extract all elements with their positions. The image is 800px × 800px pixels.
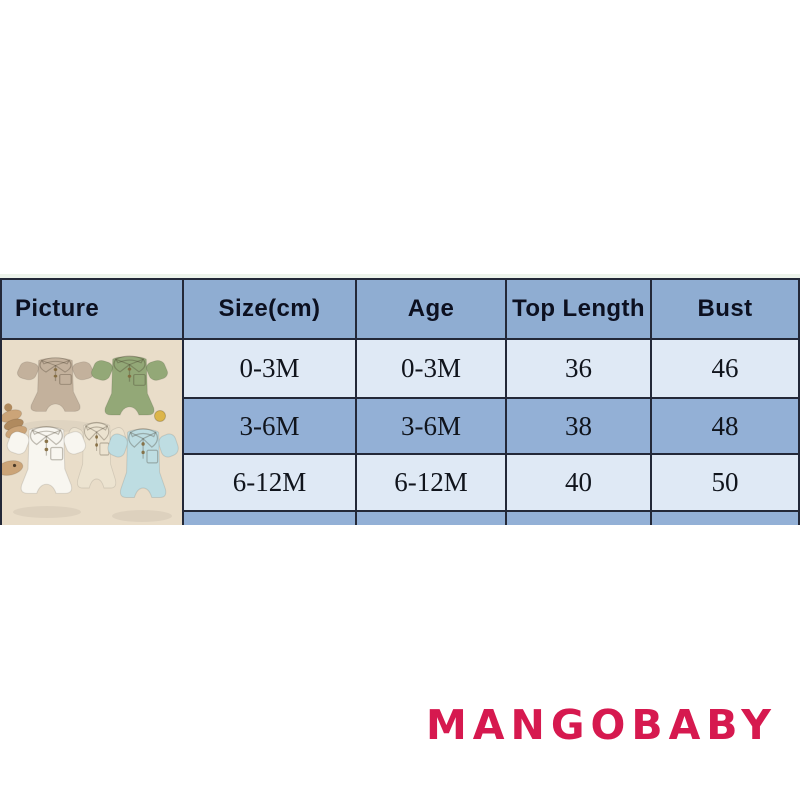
cell-top-length-row2: 38 <box>507 399 650 453</box>
shadow <box>112 510 172 522</box>
gold-ball-toy <box>154 410 166 422</box>
brand-logo: MANGOBABY <box>425 701 777 749</box>
shadow <box>13 506 81 518</box>
header-cell-picture: Picture <box>2 280 182 338</box>
cell-bust-row2: 48 <box>652 399 798 453</box>
partial-row-cell <box>184 512 355 525</box>
romper-green <box>90 355 169 416</box>
cell-size-row2: 3-6M <box>184 399 355 453</box>
header-cell-size: Size(cm) <box>184 280 355 338</box>
size-table: Picture Size(cm) Age Top Length Bust <box>0 278 800 525</box>
cell-age-row2: 3-6M <box>357 399 505 453</box>
cell-age-row3: 6-12M <box>357 455 505 510</box>
cell-top-length-row3: 40 <box>507 455 650 510</box>
table-top-strip <box>0 274 800 278</box>
cell-age-row1: 0-3M <box>357 340 505 397</box>
partial-row-cell <box>507 512 650 525</box>
cell-size-row3: 6-12M <box>184 455 355 510</box>
romper-blue <box>107 428 179 499</box>
header-cell-bust: Bust <box>652 280 798 338</box>
header-cell-top-length: Top Length <box>507 280 650 338</box>
cell-bust-row1: 46 <box>652 340 798 397</box>
partial-row-cell <box>652 512 798 525</box>
wooden-fish-toy <box>2 460 24 476</box>
romper-tan <box>16 357 95 412</box>
romper-white <box>6 425 87 494</box>
product-photo-cell <box>2 340 182 525</box>
partial-row-cell <box>357 512 505 525</box>
cell-size-row1: 0-3M <box>184 340 355 397</box>
header-cell-age: Age <box>357 280 505 338</box>
product-photo <box>2 340 182 525</box>
cell-bust-row3: 50 <box>652 455 798 510</box>
cell-top-length-row1: 36 <box>507 340 650 397</box>
